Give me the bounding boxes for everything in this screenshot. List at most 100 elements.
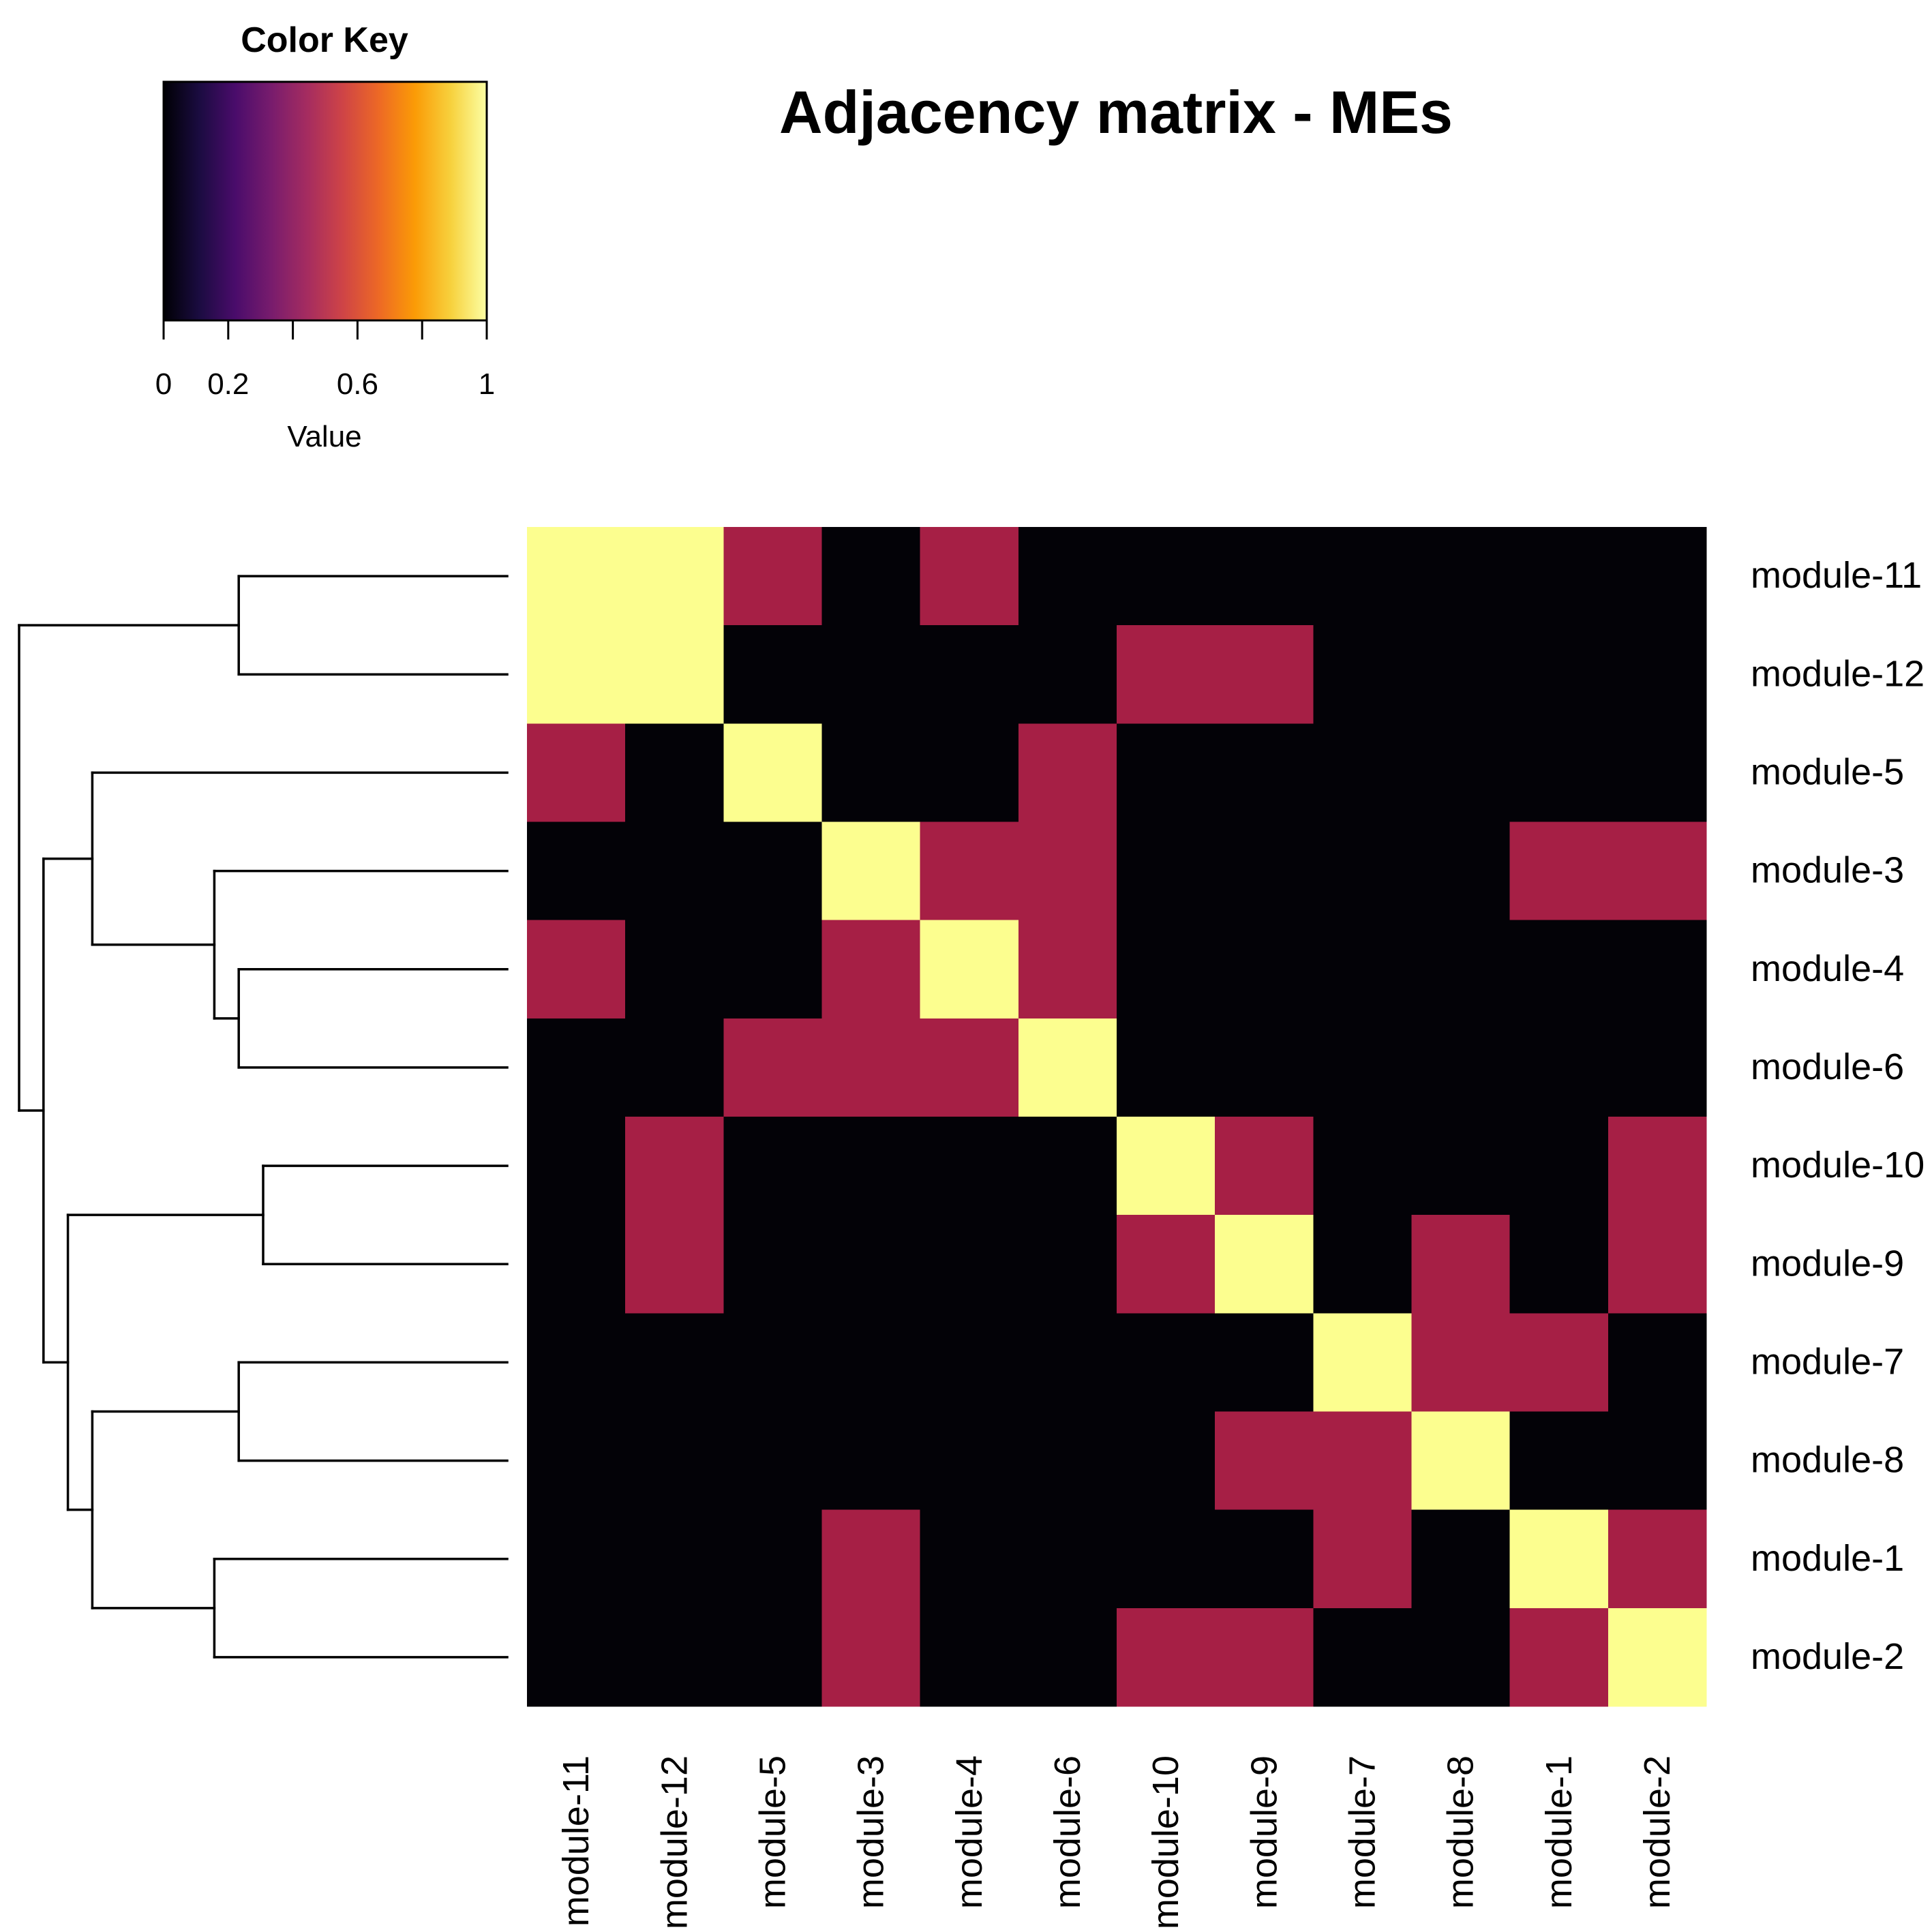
heatmap-cell: [723, 1411, 823, 1511]
heatmap-cell: [1018, 723, 1117, 823]
heatmap-cell: [821, 1509, 921, 1609]
heatmap-cell: [1608, 1018, 1707, 1117]
heatmap-cell: [1018, 625, 1117, 724]
heatmap-cell: [1117, 1411, 1216, 1511]
heatmap-cell: [1215, 723, 1314, 823]
heatmap-cell: [1018, 1117, 1117, 1216]
heatmap-cell: [723, 1018, 823, 1117]
color-key-tick-label: 0: [155, 367, 172, 401]
heatmap-cell: [625, 1411, 724, 1511]
heatmap-cell: [625, 625, 724, 724]
heatmap-cell: [1509, 1215, 1609, 1314]
heatmap-cell: [920, 821, 1019, 921]
heatmap-cell: [1215, 920, 1314, 1019]
row-label: module-2: [1751, 1636, 1904, 1677]
heatmap-cell: [723, 920, 823, 1019]
heatmap-cell: [1509, 527, 1609, 626]
heatmap-cell: [821, 1608, 921, 1707]
heatmap-cell: [723, 1608, 823, 1707]
heatmap-cell: [1509, 821, 1609, 921]
row-labels: module-11 module-12 module-5 module-3 module…: [1751, 555, 1925, 1677]
heatmap-cell: [1411, 625, 1511, 724]
heatmap-cell: [1509, 920, 1609, 1019]
column-label: module-2: [1637, 1755, 1678, 1909]
row-dendrogram: [18, 575, 509, 1659]
heatmap-cell: [821, 920, 921, 1019]
heatmap-cell: [1509, 1117, 1609, 1216]
heatmap-cell: [625, 723, 724, 823]
heatmap-cell: [1313, 625, 1413, 724]
heatmap-cell: [1117, 821, 1216, 921]
heatmap-cell: [920, 1608, 1019, 1707]
heatmap-cell: [920, 1411, 1019, 1511]
heatmap-cell: [625, 1608, 724, 1707]
column-label: module-1: [1539, 1755, 1580, 1909]
heatmap-cell: [527, 1018, 626, 1117]
heatmap-cell: [1215, 1215, 1314, 1314]
column-label: module-9: [1243, 1755, 1284, 1909]
heatmap-cell: [1411, 1313, 1511, 1413]
column-label: module-7: [1342, 1755, 1383, 1909]
heatmap-cell: [920, 1313, 1019, 1413]
heatmap-cell: [1411, 1509, 1511, 1609]
heatmap-cell: [1215, 1018, 1314, 1117]
heatmap-cell: [625, 1018, 724, 1117]
heatmap-cell: [1018, 1215, 1117, 1314]
column-labels: module-11 module-12 module-5 module-3 module…: [556, 1755, 1678, 1929]
heatmap-cell: [1509, 1018, 1609, 1117]
heatmap-cell: [821, 723, 921, 823]
heatmap-cell: [1509, 1509, 1609, 1609]
heatmap-cell: [527, 821, 626, 921]
heatmap-cell: [1608, 625, 1707, 724]
heatmap-cell: [821, 1313, 921, 1413]
color-key: Color Key 0 0.2 0.6 1 Value: [155, 20, 495, 453]
color-key-tick-label: 0.2: [207, 367, 249, 401]
heatmap-cell: [1608, 1215, 1707, 1314]
heatmap-cell: [527, 723, 626, 823]
heatmap-cell: [1608, 1509, 1707, 1609]
heatmap-cell: [625, 1215, 724, 1314]
heatmap-cell: [1411, 1608, 1511, 1707]
column-label: module-12: [654, 1755, 695, 1929]
heatmap-cell: [625, 1509, 724, 1609]
heatmap-cell: [1608, 821, 1707, 921]
heatmap-cell: [723, 1313, 823, 1413]
heatmap-cell: [1117, 1608, 1216, 1707]
heatmap-cell: [1411, 1215, 1511, 1314]
heatmap-cell: [1411, 920, 1511, 1019]
heatmap-cell: [1018, 821, 1117, 921]
heatmap-cell: [920, 625, 1019, 724]
heatmap-cell: [1215, 1313, 1314, 1413]
heatmap-cell: [527, 1215, 626, 1314]
heatmap-cell: [1411, 821, 1511, 921]
heatmap-cell: [723, 625, 823, 724]
color-key-axis: 0 0.2 0.6 1: [155, 319, 495, 401]
heatmap-cell: [723, 1215, 823, 1314]
heatmap-cell: [527, 625, 626, 724]
row-label: module-9: [1751, 1243, 1904, 1284]
heatmap-cell: [723, 821, 823, 921]
heatmap-cell: [527, 1509, 626, 1609]
row-label: module-6: [1751, 1046, 1904, 1087]
heatmap-cell: [920, 723, 1019, 823]
heatmap-cell: [1411, 527, 1511, 626]
heatmap-cell: [1117, 723, 1216, 823]
heatmap-cell: [1215, 1509, 1314, 1609]
row-label: module-3: [1751, 850, 1904, 891]
heatmap-cell: [920, 920, 1019, 1019]
heatmap-cell: [821, 1411, 921, 1511]
heatmap-cell: [821, 821, 921, 921]
heatmap-cell: [1117, 625, 1216, 724]
heatmap-cell: [821, 1117, 921, 1216]
heatmap-cell: [1313, 1313, 1413, 1413]
heatmap-cell: [821, 527, 921, 626]
heatmap-cell: [1608, 527, 1707, 626]
color-key-tick-label: 0.6: [337, 367, 378, 401]
row-label: module-8: [1751, 1440, 1904, 1481]
heatmap-cell: [1411, 723, 1511, 823]
heatmap-cell: [1313, 920, 1413, 1019]
heatmap-cell: [1018, 527, 1117, 626]
heatmap-cell: [1215, 1117, 1314, 1216]
column-label: module-11: [556, 1755, 597, 1927]
